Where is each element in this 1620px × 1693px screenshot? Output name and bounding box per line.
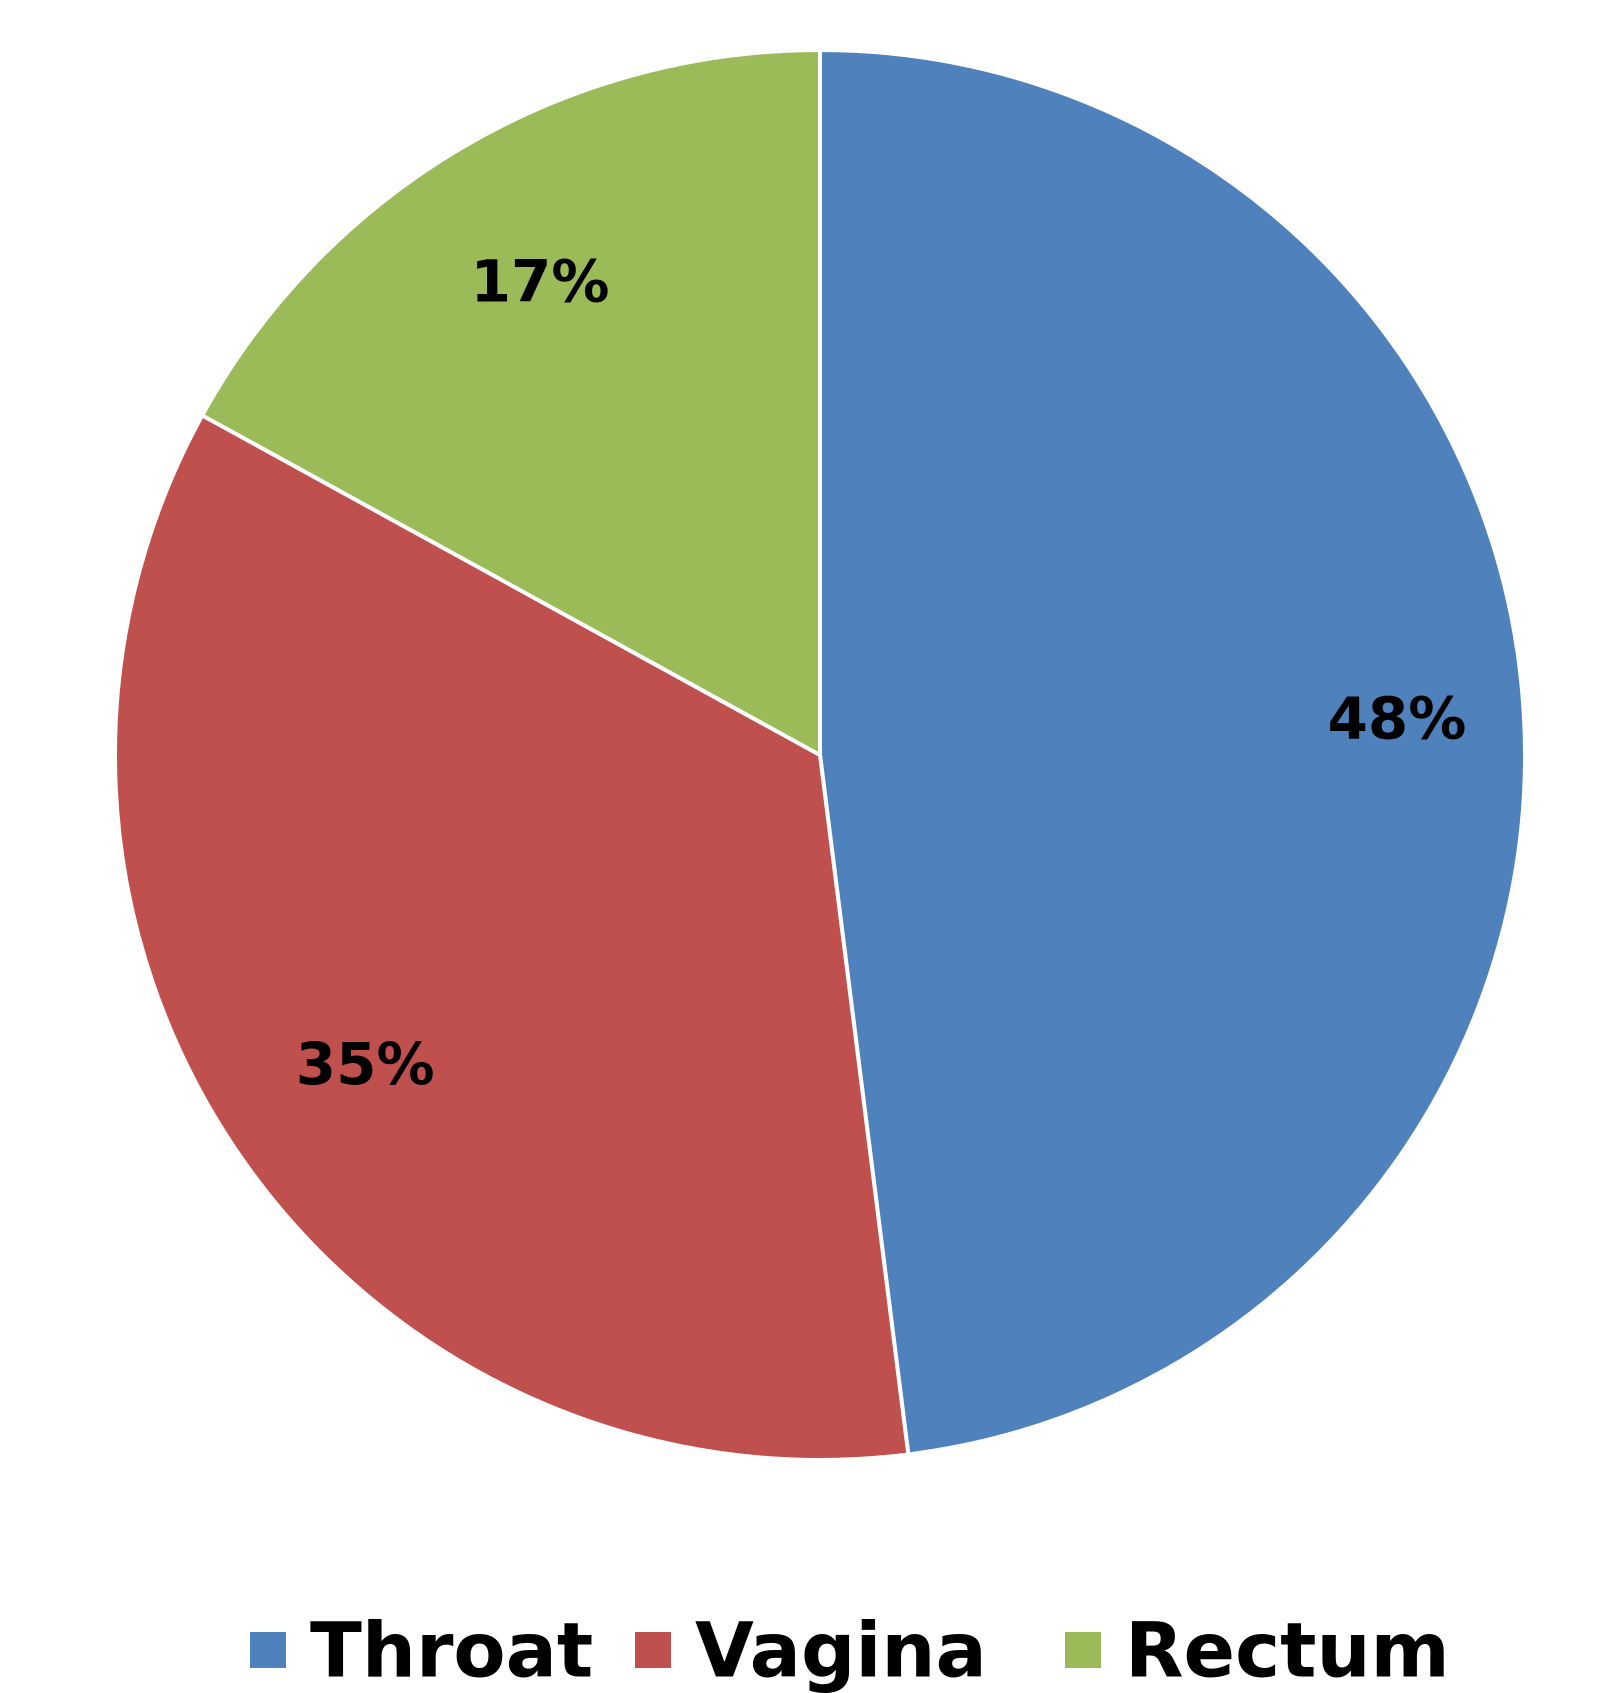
legend-label-rectum: Rectum <box>1125 1606 1450 1693</box>
legend: Throat Vagina Rectum <box>250 1606 1450 1693</box>
legend-swatch-rectum <box>1065 1632 1101 1668</box>
legend-label-vagina: Vagina <box>695 1606 987 1693</box>
pie-slices <box>113 47 1527 1462</box>
pie-data-labels: 48% 35% 17% <box>296 248 1467 1098</box>
pie-slice-rectum <box>199 47 822 759</box>
legend-label-throat: Throat <box>310 1606 593 1693</box>
pie-slice-throat <box>818 47 1527 1457</box>
data-label-rectum: 17% <box>471 248 610 316</box>
legend-swatch-vagina <box>635 1632 671 1668</box>
pie-slice-vagina <box>113 412 911 1462</box>
data-label-throat: 48% <box>1328 685 1467 753</box>
data-label-vagina: 35% <box>296 1030 435 1098</box>
legend-swatch-throat <box>250 1632 286 1668</box>
